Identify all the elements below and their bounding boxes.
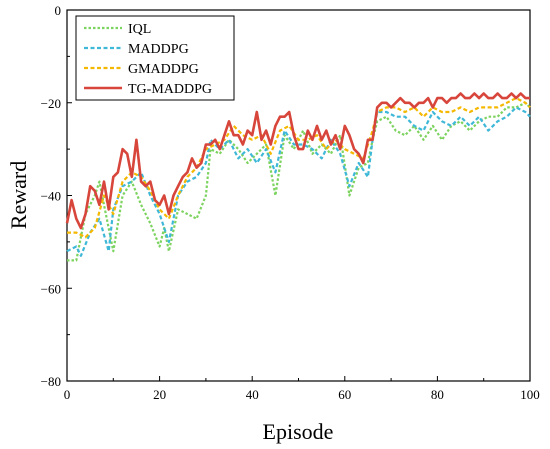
x-tick-label: 20 — [153, 387, 166, 402]
y-tick-label: −80 — [41, 374, 61, 389]
series-line-tg-maddpg — [65, 92, 530, 230]
series-layer — [65, 92, 531, 262]
series-line-maddpg — [66, 106, 531, 257]
x-tick-label: 0 — [64, 387, 71, 402]
plot-area: 0 20 40 60 80 100 0 −20 −40 −60 −80 — [41, 3, 540, 402]
x-axis-title: Episode — [263, 419, 334, 444]
x-tick-label: 40 — [246, 387, 259, 402]
y-tick-label: −40 — [41, 189, 61, 204]
x-tick-label: 80 — [431, 387, 444, 402]
legend-label: IQL — [128, 22, 151, 37]
y-axis-ticks: 0 −20 −40 −60 −80 — [41, 3, 72, 389]
y-axis-title: Reward — [6, 161, 31, 229]
legend-label: MADDPG — [128, 42, 189, 57]
x-axis-ticks: 0 20 40 60 80 100 — [64, 376, 540, 402]
legend-label: GMADDPG — [128, 62, 199, 77]
legend-label: TG-MADDPG — [128, 82, 212, 97]
legend-box — [75, 15, 235, 101]
series-line-iql — [67, 101, 531, 262]
y-tick-label: 0 — [55, 3, 62, 18]
x-tick-label: 60 — [338, 387, 351, 402]
y-tick-label: −20 — [41, 96, 61, 111]
legend: IQL MADDPG GMADDPG TG-MADDPG — [75, 15, 235, 101]
x-tick-label: 100 — [520, 387, 540, 402]
y-tick-label: −60 — [41, 281, 61, 296]
series-line-gmaddpg — [67, 96, 531, 239]
